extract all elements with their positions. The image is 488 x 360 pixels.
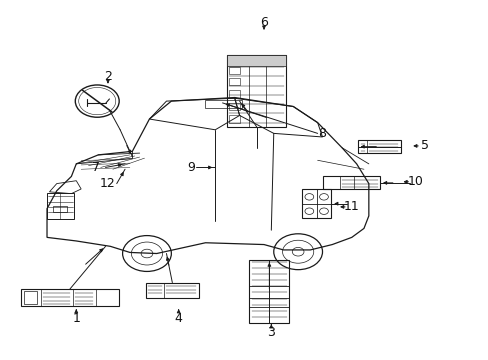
Bar — [249, 260, 289, 323]
Bar — [205, 100, 242, 108]
Bar — [229, 90, 240, 98]
Text: 12: 12 — [100, 177, 116, 190]
Bar — [227, 55, 285, 66]
Bar — [229, 103, 240, 110]
Bar — [229, 78, 240, 85]
Text: 5: 5 — [420, 139, 428, 152]
Bar — [229, 116, 240, 123]
Text: 9: 9 — [186, 161, 194, 174]
Bar — [146, 283, 198, 298]
Bar — [322, 176, 379, 189]
Text: 10: 10 — [407, 175, 422, 188]
Bar — [53, 206, 67, 212]
Text: 2: 2 — [104, 69, 112, 82]
Text: 4: 4 — [174, 311, 182, 325]
Text: 1: 1 — [72, 311, 80, 325]
Bar — [23, 291, 37, 305]
Text: 11: 11 — [343, 201, 359, 213]
Bar — [302, 189, 330, 219]
Text: 3: 3 — [267, 326, 275, 339]
Bar — [357, 140, 400, 153]
Bar — [47, 193, 74, 220]
Bar — [227, 55, 285, 127]
Text: 8: 8 — [318, 127, 326, 140]
Text: 6: 6 — [260, 16, 267, 29]
Text: 7: 7 — [92, 161, 100, 174]
Bar — [229, 67, 240, 74]
Bar — [21, 289, 119, 306]
